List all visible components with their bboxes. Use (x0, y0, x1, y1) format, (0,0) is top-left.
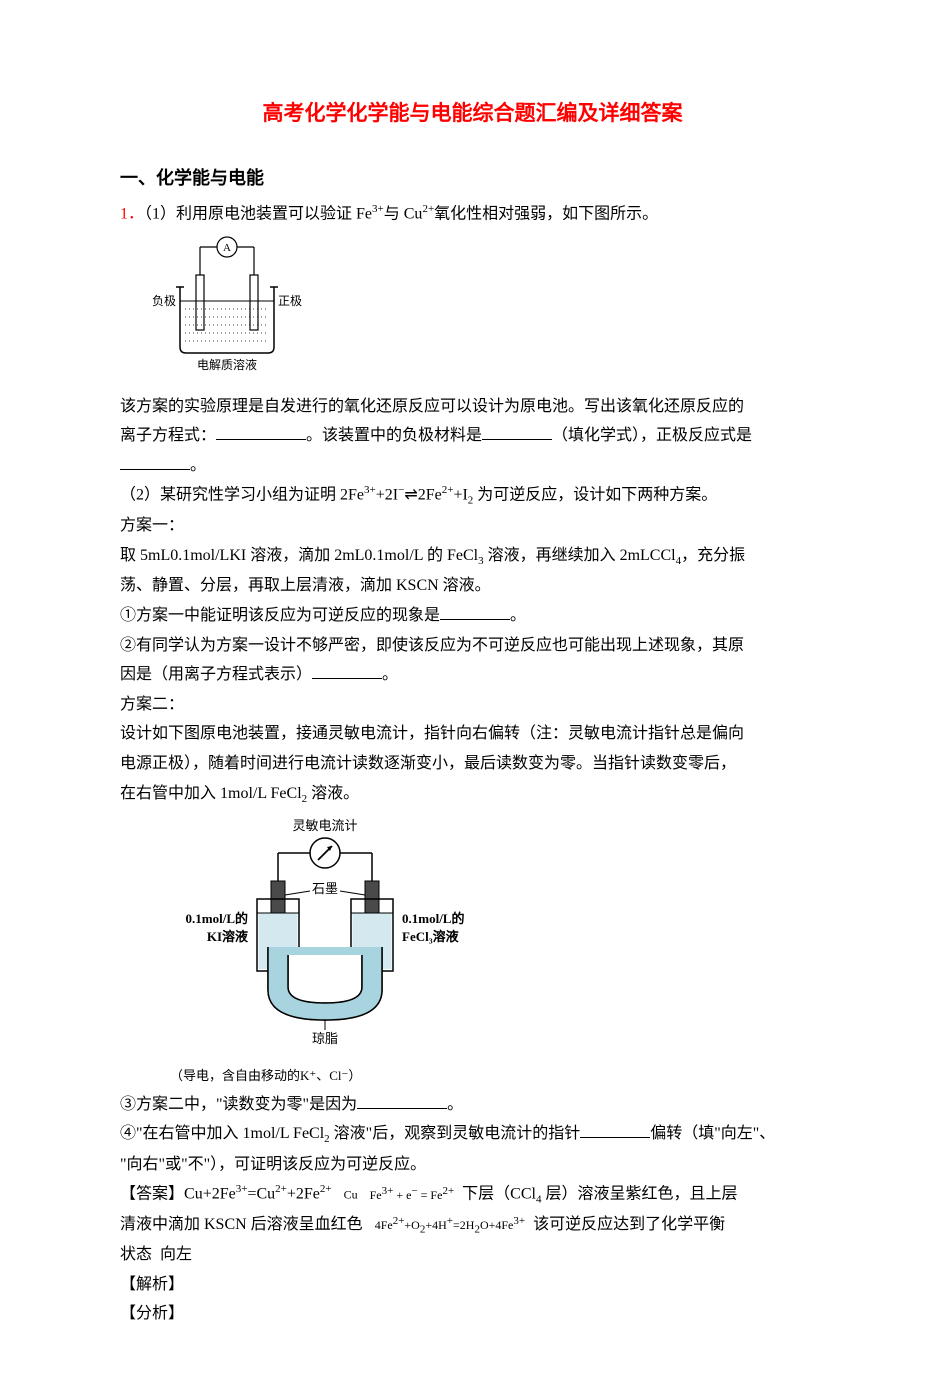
paragraph-3: 离子方程式：。该装置中的负极材料是（填化学式），正极反应式是 (120, 421, 825, 451)
paragraph-17: ④"在右管中加入 1mol/L FeCl2 溶液"后，观察到灵敏电流计的指针偏转… (120, 1119, 825, 1150)
blank-zero-reason (357, 1092, 447, 1109)
left-sol-label-1: 0.1mol/L的 (186, 911, 248, 926)
answer-line-1: 【答案】Cu+2Fe3+=Cu2++2Fe2+ Cu Fe3+ + e− = F… (120, 1179, 825, 1210)
neg-electrode-label: 负极 (152, 294, 176, 308)
paragraph-6: 方案一： (120, 511, 825, 541)
blank-neg-material (482, 423, 552, 440)
agar-note: （导电，含自由移动的K⁺、Cl⁻） (170, 1064, 825, 1088)
galvanometer-label: 灵敏电流计 (292, 818, 357, 833)
u-tube-diagram: 灵敏电流计 石墨 (160, 815, 825, 1088)
graphite-label: 石墨 (312, 881, 338, 896)
answer-line-2: 清液中滴加 KSCN 后溶液呈血红色 4Fe2++O2+4H+=2H2O+4Fe… (120, 1210, 825, 1240)
blank-reason (312, 662, 382, 679)
agar-label: 琼脂 (312, 1031, 338, 1046)
blank-pos-reaction (120, 453, 190, 470)
paragraph-11: 因是（用离子方程式表示）。 (120, 660, 825, 690)
document-page: 高考化学化学能与电能综合题汇编及详细答案 一、化学能与电能 1．（1）利用原电池… (0, 0, 945, 1389)
paragraph-5: （2）某研究性学习小组为证明 2Fe3++2I−⇌2Fe2++I2 为可逆反应，… (120, 480, 825, 511)
paragraph-9: ①方案一中能证明该反应为可逆反应的现象是。 (120, 601, 825, 631)
question-number: 1． (120, 205, 144, 222)
paragraph-13: 设计如下图原电池装置，接通灵敏电流计，指针向右偏转（注：灵敏电流计指针总是偏向 (120, 719, 825, 749)
fenxi-label: 【分析】 (120, 1299, 825, 1329)
paragraph-4: 。 (120, 451, 825, 481)
paragraph-16: ③方案二中，"读数变为零"是因为。 (120, 1090, 825, 1120)
document-title: 高考化学化学能与电能综合题汇编及详细答案 (120, 95, 825, 134)
right-sol-label-2: FeCl₃溶液 (402, 929, 459, 944)
ammeter-label: A (223, 242, 231, 254)
paragraph-7: 取 5mL0.1mol/LKI 溶液，滴加 2mL0.1mol/L 的 FeCl… (120, 541, 825, 572)
utube-svg: 灵敏电流计 石墨 (160, 815, 490, 1053)
paragraph-15: 在右管中加入 1mol/L FeCl2 溶液。 (120, 779, 825, 810)
galvanic-cell-diagram: A 负极 正极 电解质 (150, 235, 825, 386)
cell-svg: A 负极 正极 电解质 (150, 235, 305, 375)
section-heading: 一、化学能与电能 (120, 162, 825, 195)
left-sol-label-2: KI溶液 (207, 929, 248, 944)
blank-ion-equation (216, 423, 306, 440)
electrolyte-label: 电解质溶液 (197, 357, 257, 372)
paragraph-8: 荡、静置、分层，再取上层清液，滴加 KSCN 溶液。 (120, 571, 825, 601)
paragraph-18: "向右"或"不"），可证明该反应为可逆反应。 (120, 1150, 825, 1180)
paragraph-2: 该方案的实验原理是自发进行的氧化还原反应可以设计为原电池。写出该氧化还原反应的 (120, 392, 825, 422)
answer-line-3: 状态 向左 (120, 1240, 825, 1270)
blank-deflection (580, 1121, 650, 1138)
paragraph-10: ②有同学认为方案一设计不够严密，即使该反应为不可逆反应也可能出现上述现象，其原 (120, 631, 825, 661)
question-1-line-1: 1．（1）利用原电池装置可以验证 Fe3+与 Cu2+氧化性相对强弱，如下图所示… (120, 199, 825, 229)
paragraph-12: 方案二： (120, 690, 825, 720)
analysis-label: 【解析】 (120, 1270, 825, 1300)
blank-phenomenon (440, 603, 510, 620)
pos-electrode-label: 正极 (278, 294, 302, 308)
paragraph-14: 电源正极），随着时间进行电流计读数逐渐变小，最后读数变为零。当指针读数变零后， (120, 749, 825, 779)
right-sol-label-1: 0.1mol/L的 (402, 911, 464, 926)
